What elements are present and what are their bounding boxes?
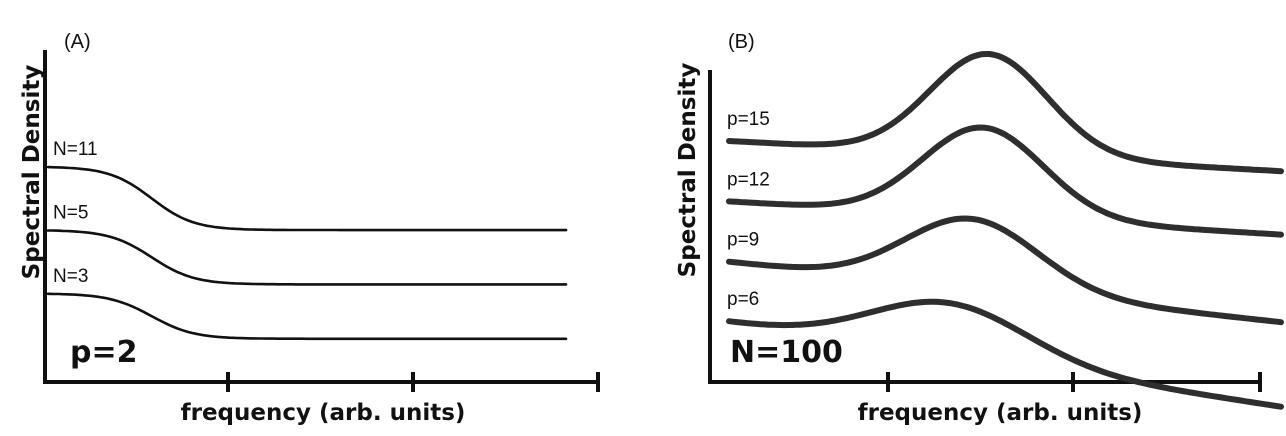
panel-a-series-label-n-11: N=11 bbox=[53, 139, 98, 160]
panel-b-series-label-p-12: p=12 bbox=[727, 169, 770, 190]
panel-a-series-line-n-11 bbox=[46, 165, 568, 232]
panel-b-x-axis-title: frequency (arb. units) bbox=[858, 400, 1143, 426]
panel-b-series-label-p-6: p=6 bbox=[727, 289, 759, 310]
panel-b: (B) Spectral Density p=15 p=12 p=9 p=6 N=10… bbox=[675, 31, 1284, 426]
panel-b-x-ticks bbox=[886, 372, 1262, 392]
panel-a-series-line-n-3 bbox=[46, 292, 568, 341]
panel-b-series-label-p-15: p=15 bbox=[727, 109, 770, 130]
panel-b-series-label-p-9: p=9 bbox=[727, 230, 759, 251]
panel-a-series-line-n-5 bbox=[46, 229, 568, 286]
panel-b-series-labels: p=15 p=12 p=9 p=6 bbox=[727, 109, 770, 310]
panel-a: (A) Spectral Density N=11 N=5 N=3 p=2 freq… bbox=[19, 31, 600, 426]
panel-a-series-label-n-5: N=5 bbox=[53, 202, 88, 223]
panel-b-parameter-label: N=100 bbox=[730, 335, 843, 370]
panel-a-x-axis-title: frequency (arb. units) bbox=[181, 400, 466, 426]
panel-a-curves bbox=[46, 165, 568, 341]
panel-b-series-line-p-12 bbox=[726, 124, 1284, 238]
panel-b-y-axis-title: Spectral Density bbox=[675, 63, 701, 278]
panel-b-label: (B) bbox=[728, 31, 755, 53]
panel-a-series-labels: N=11 N=5 N=3 bbox=[53, 139, 98, 287]
panel-a-parameter-label: p=2 bbox=[70, 335, 138, 370]
panel-a-x-ticks bbox=[226, 372, 600, 392]
panel-b-series-line-p-6 bbox=[726, 298, 1284, 410]
panel-a-series-label-n-3: N=3 bbox=[53, 266, 88, 287]
panel-a-y-axis-title: Spectral Density bbox=[19, 65, 45, 280]
panel-b-series-line-p-15 bbox=[726, 51, 1284, 175]
panel-b-series-line-p-9 bbox=[726, 215, 1284, 326]
panel-a-label: (A) bbox=[64, 31, 91, 53]
panel-b-axes bbox=[708, 70, 1262, 384]
panel-a-axes bbox=[43, 50, 600, 384]
panel-b-curves bbox=[726, 51, 1284, 410]
